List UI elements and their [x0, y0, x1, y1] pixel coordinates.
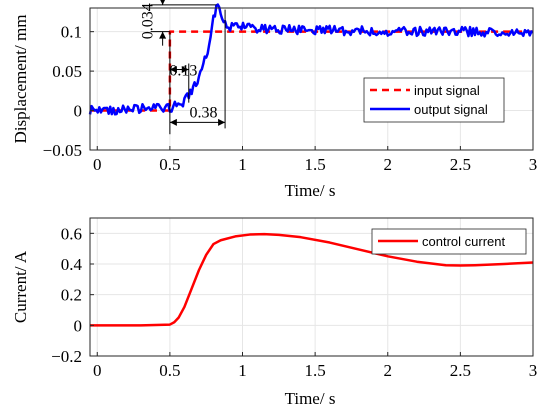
x-tick-label: 1 [238, 361, 247, 380]
ticks: 0 0.5 1 1.5 2 2.5 3 −0.05 0 0.05 0.1 [43, 23, 538, 174]
y-axis-label: Displacement/ mm [11, 15, 30, 144]
y-tick-label: 0.4 [61, 255, 83, 274]
ticks: 0 0.5 1 1.5 2 2.5 3 −0.2 0 0.2 0.4 0.6 [51, 224, 537, 380]
legend-box [371, 228, 527, 255]
current-panel: 0 0.5 1 1.5 2 2.5 3 −0.2 0 0.2 0.4 0.6 Current/ A T… [11, 217, 537, 408]
plot-frame [89, 7, 534, 151]
dimension-arrow [160, 0, 166, 5]
x-tick-label: 1.5 [305, 155, 326, 174]
annotation-group: 0.034 0.13 0.38 [140, 0, 226, 135]
legend-label-output-signal: output signal [414, 102, 488, 117]
series-line-output-signal [88, 3, 534, 116]
x-tick-label: 2 [384, 361, 393, 380]
y-tick-label: 0.6 [61, 224, 82, 243]
x-tick-label: 1 [238, 155, 247, 174]
y-tick-label: 0.2 [61, 286, 82, 305]
y-tick-label: 0 [74, 102, 83, 121]
x-axis-label: Time/ s [285, 181, 336, 200]
x-tick-label: 2 [384, 155, 393, 174]
x-tick-label: 0 [93, 155, 102, 174]
y-tick-label: −0.05 [43, 141, 82, 160]
legend: input signal output signal [363, 77, 505, 123]
dimension-arrow [218, 118, 226, 126]
dimension-arrow [169, 66, 177, 74]
y-tick-label: 0.1 [61, 23, 82, 42]
x-tick-label: 0.5 [159, 155, 180, 174]
x-tick-label: 0 [93, 361, 102, 380]
displacement-panel: 0.034 0.13 0.38 0 0.5 1 1.5 2 2.5 3 −0.05 0 0.05 0.1… [11, 0, 537, 200]
x-tick-label: 2.5 [450, 155, 471, 174]
y-tick-label: −0.2 [51, 347, 82, 366]
dimension-arrow [181, 66, 189, 74]
x-axis-label: Time/ s [285, 389, 336, 408]
series-line-control-current [90, 232, 534, 327]
dimension-arrow [169, 118, 177, 126]
annotation-label: 0.13 [169, 63, 197, 80]
legend-box [363, 77, 505, 123]
y-tick-label: 0.05 [52, 62, 82, 81]
legend-label-control-current: control current [422, 234, 505, 249]
x-tick-label: 0.5 [159, 361, 180, 380]
series-group [88, 3, 534, 116]
legend: control current [371, 228, 527, 255]
x-tick-label: 1.5 [305, 361, 326, 380]
dimension-arrow [159, 31, 167, 39]
x-tick-label: 2.5 [450, 361, 471, 380]
plot-frame [89, 217, 534, 357]
series-group [90, 232, 534, 327]
annotation-label: 0.034 [140, 3, 157, 39]
x-tick-label: 3 [529, 361, 538, 380]
x-tick-label: 3 [529, 155, 538, 174]
legend-label-input-signal: input signal [414, 83, 480, 98]
y-axis-label: Current/ A [11, 250, 30, 323]
annotation-label: 0.38 [189, 104, 217, 121]
y-tick-label: 0 [74, 316, 83, 335]
